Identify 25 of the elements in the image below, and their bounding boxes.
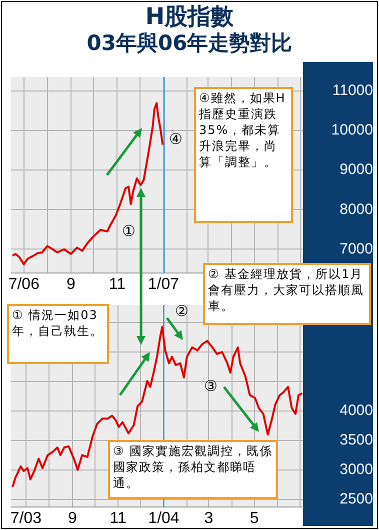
x-tick-label: 5: [250, 510, 259, 528]
annotation: ③: [204, 377, 218, 395]
x-tick-label: 11: [110, 510, 126, 528]
y-tick-label: 11000: [332, 82, 373, 99]
y-tick-label: 8000: [340, 200, 373, 218]
x-tick-label: 11: [108, 276, 126, 294]
y-tick-label: 7000: [340, 240, 373, 258]
annotation: ①: [122, 222, 136, 240]
y-tick-label: 3500: [340, 432, 373, 449]
annotation: ④: [169, 130, 182, 148]
x-tick-label: 9: [66, 276, 76, 294]
x-tick-label: 7/06: [8, 276, 40, 294]
x-tick-label: 7/03: [10, 510, 42, 528]
y-tick-label: 2500: [340, 490, 373, 508]
chart-subtitle: 03年與06年走勢對比: [86, 30, 294, 56]
x-tick-label: 1/04: [148, 510, 180, 528]
y-tick-label: 3000: [340, 461, 373, 478]
y-tick-label: 9000: [340, 161, 373, 178]
annotation: ②: [175, 302, 188, 320]
x-tick-label: 1/07: [148, 276, 180, 294]
x-tick-label: 9: [68, 510, 77, 528]
y-tick-label: 10000: [331, 122, 373, 139]
chart-title: H股指數: [144, 4, 235, 30]
x-tick-label: 3: [204, 510, 214, 528]
y-tick-label: 4000: [340, 402, 373, 420]
